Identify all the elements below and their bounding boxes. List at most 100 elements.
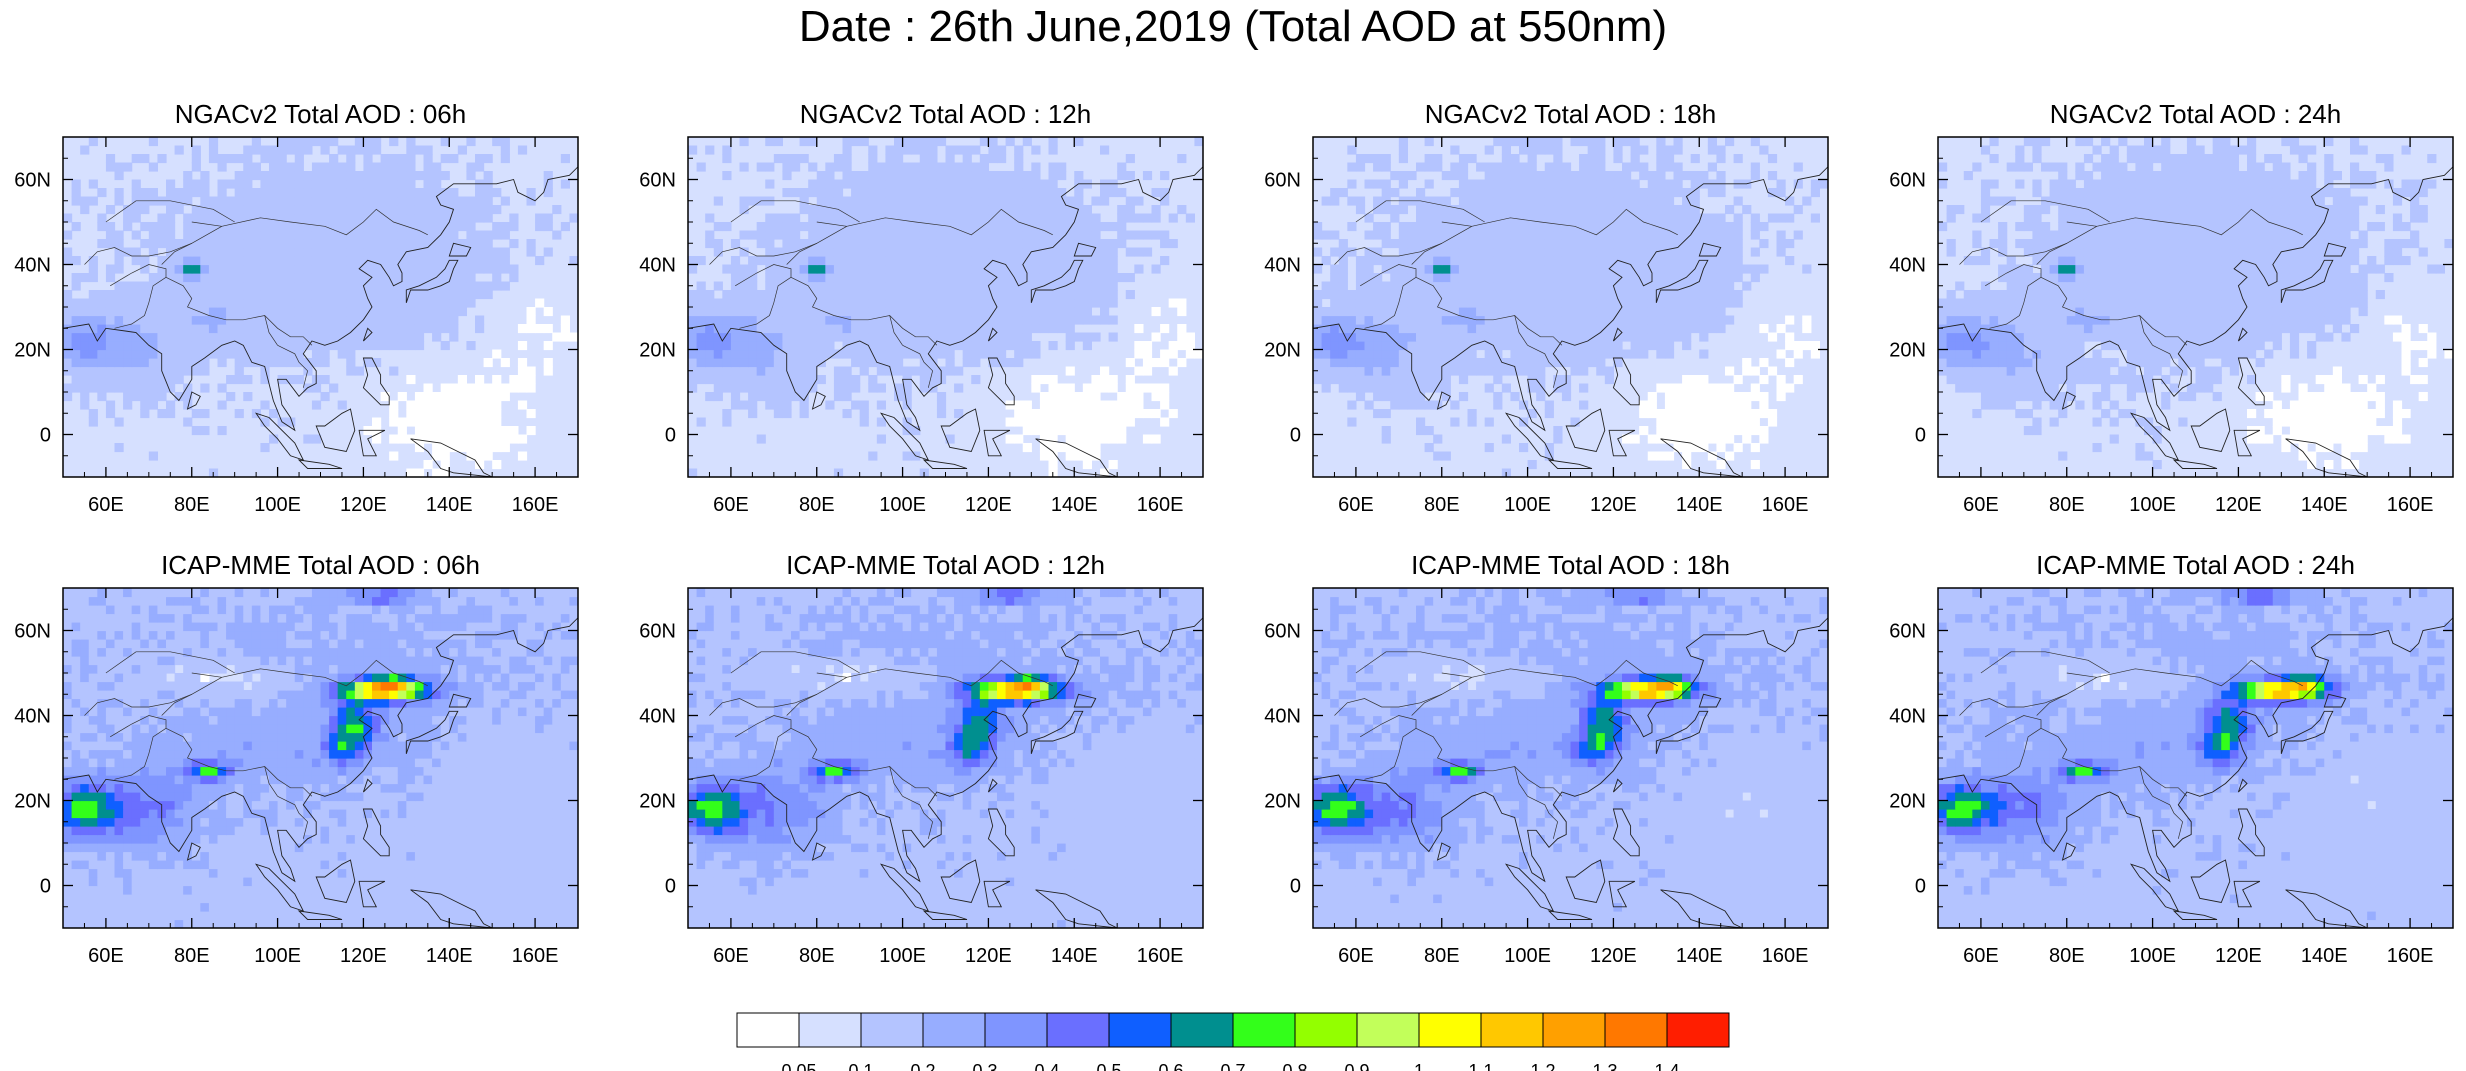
colorbar-swatch <box>1046 1012 1110 1048</box>
aod-field <box>1313 137 1828 477</box>
country-border <box>2152 344 2183 388</box>
coastline <box>1660 438 1743 477</box>
country-border <box>110 715 167 780</box>
coastline <box>1660 889 1743 928</box>
country-border <box>735 264 792 329</box>
map-panel: NGACv2 Total AOD : 06h 0 20N 40N 60N 60E 80E 10… <box>14 99 579 516</box>
coastline <box>2233 880 2261 908</box>
country-border <box>1527 795 1558 839</box>
country-border <box>2040 727 2153 797</box>
country-border <box>161 225 222 265</box>
country-border <box>1334 242 1442 265</box>
colorbar-label: 0.3 <box>972 1061 997 1071</box>
colorbar-swatch <box>984 1012 1048 1048</box>
panel-title: ICAP-MME Total AOD : 12h <box>786 550 1105 580</box>
coastline <box>1035 438 1118 477</box>
coastline <box>315 408 356 453</box>
lon-tick-label: 80E <box>1424 945 1460 967</box>
country-border <box>816 208 1053 236</box>
colorbar-swatch <box>922 1012 986 1048</box>
colorbar-swatch <box>798 1012 862 1048</box>
lon-tick-label: 140E <box>1676 494 1723 516</box>
lon-tick-label: 140E <box>1051 945 1098 967</box>
lon-tick-label: 60E <box>1338 945 1374 967</box>
lon-tick-label: 100E <box>879 945 926 967</box>
coastline <box>410 438 493 477</box>
lon-tick-label: 140E <box>1676 945 1723 967</box>
lat-tick-label: 60N <box>14 621 51 643</box>
coastline <box>987 778 998 793</box>
lat-tick-label: 0 <box>665 425 676 447</box>
aod-field <box>688 588 1203 928</box>
map-panel: NGACv2 Total AOD : 12h 0 20N 40N 60N 60E 80E 10… <box>639 99 1204 516</box>
lon-tick-label: 60E <box>1338 494 1374 516</box>
lon-tick-label: 60E <box>88 945 124 967</box>
country-border <box>2036 225 2097 265</box>
map-panel: ICAP-MME Total AOD : 06h 0 20N 40N 60N 60E 80E… <box>14 550 579 967</box>
lon-tick-label: 140E <box>426 945 473 967</box>
lon-tick-label: 80E <box>174 945 210 967</box>
country-border <box>264 315 313 346</box>
country-border <box>1985 264 2042 329</box>
coastline <box>2323 693 2347 708</box>
lon-tick-label: 120E <box>965 494 1012 516</box>
colorbar-label: 0.7 <box>1220 1061 1245 1071</box>
coastline <box>448 693 472 708</box>
lat-tick-label: 40N <box>639 255 676 277</box>
panel-title: NGACv2 Total AOD : 06h <box>175 99 466 129</box>
coastline <box>2172 459 2218 469</box>
coastline <box>2061 842 2076 861</box>
map-panel: ICAP-MME Total AOD : 18h 0 20N 40N 60N 60E 80E… <box>1264 550 1829 967</box>
coastline <box>1698 693 1722 708</box>
colorbar-label: 0.5 <box>1096 1061 1121 1071</box>
panel-title: NGACv2 Total AOD : 12h <box>800 99 1091 129</box>
lat-tick-label: 60N <box>639 170 676 192</box>
coastline <box>1612 357 1640 406</box>
coastline <box>2061 391 2076 410</box>
colorbar-swatch <box>1604 1012 1668 1048</box>
coastline <box>2237 778 2248 793</box>
country-border <box>1360 264 1417 329</box>
lon-tick-label: 60E <box>88 494 124 516</box>
lon-tick-label: 80E <box>1424 494 1460 516</box>
lon-tick-label: 100E <box>1504 494 1551 516</box>
coastline <box>1436 391 1451 410</box>
country-border <box>889 766 938 797</box>
coastline <box>362 357 390 406</box>
lon-tick-label: 120E <box>340 494 387 516</box>
lat-tick-label: 0 <box>1290 876 1301 898</box>
coastline <box>2285 889 2368 928</box>
country-border <box>1985 715 2042 780</box>
lat-tick-label: 20N <box>1889 340 1926 362</box>
coastline <box>297 910 343 920</box>
coastline <box>2280 710 2334 754</box>
coastline <box>879 863 930 912</box>
lon-tick-label: 160E <box>512 494 559 516</box>
colorbar-label: 1.4 <box>1654 1061 1679 1071</box>
coastline <box>2237 327 2248 342</box>
lon-tick-label: 120E <box>965 945 1012 967</box>
coastline <box>448 242 472 257</box>
coastline <box>1565 859 1606 904</box>
colorbar-swatch <box>1170 1012 1234 1048</box>
coastline <box>2172 910 2218 920</box>
colorbar-label: 0.05 <box>781 1061 816 1071</box>
coastline <box>940 408 981 453</box>
figure-title: Date : 26th June,2019 (Total AOD at 550n… <box>798 2 1668 51</box>
country-border <box>786 225 847 265</box>
lon-tick-label: 160E <box>512 945 559 967</box>
lon-tick-label: 60E <box>713 945 749 967</box>
aod-field <box>63 588 578 928</box>
lon-tick-label: 140E <box>2301 494 2348 516</box>
country-border <box>1360 715 1417 780</box>
country-border <box>2066 208 2303 236</box>
lat-tick-label: 0 <box>40 425 51 447</box>
coastline <box>688 137 1203 432</box>
lon-tick-label: 160E <box>1762 494 1809 516</box>
country-border <box>1514 315 1563 346</box>
lat-tick-label: 40N <box>639 706 676 728</box>
coastline <box>1612 327 1623 342</box>
lat-tick-label: 40N <box>1264 255 1301 277</box>
coastline <box>2280 259 2334 303</box>
lon-tick-label: 160E <box>1137 494 1184 516</box>
